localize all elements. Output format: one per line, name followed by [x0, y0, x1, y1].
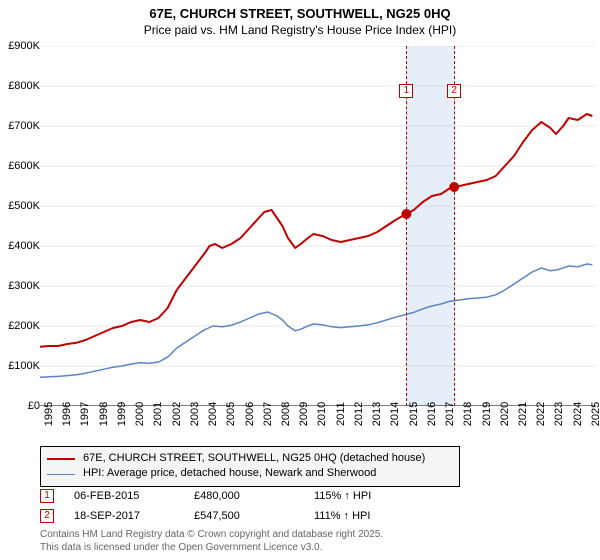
legend-item: 67E, CHURCH STREET, SOUTHWELL, NG25 0HQ … — [47, 451, 453, 466]
x-tick-label: 2016 — [426, 402, 438, 426]
x-tick-label: 2002 — [171, 402, 183, 426]
series-line — [40, 264, 592, 377]
x-tick-label: 2008 — [280, 402, 292, 426]
plot-area: £0£100K£200K£300K£400K£500K£600K£700K£80… — [40, 46, 596, 406]
annotation-line — [406, 46, 407, 406]
y-tick-label: £600K — [0, 160, 40, 172]
annotation-line — [454, 46, 455, 406]
y-tick-label: £0 — [0, 400, 40, 412]
row-marker: 2 — [40, 509, 54, 523]
x-tick-label: 2014 — [389, 402, 401, 426]
x-tick-label: 2024 — [572, 402, 584, 426]
x-tick-label: 2000 — [134, 402, 146, 426]
footnote-line-1: Contains HM Land Registry data © Crown c… — [40, 528, 383, 541]
x-tick-label: 2004 — [207, 402, 219, 426]
x-tick-label: 2012 — [353, 402, 365, 426]
x-tick-label: 1998 — [98, 402, 110, 426]
x-tick-label: 2022 — [535, 402, 547, 426]
table-row: 1 06-FEB-2015 £480,000 115% ↑ HPI — [40, 486, 404, 506]
y-tick-label: £400K — [0, 240, 40, 252]
x-tick-label: 2013 — [371, 402, 383, 426]
annotation-marker: 2 — [447, 84, 461, 98]
row-price: £547,500 — [194, 510, 294, 522]
x-tick-label: 2023 — [553, 402, 565, 426]
x-tick-label: 2018 — [462, 402, 474, 426]
annotation-marker: 1 — [399, 84, 413, 98]
x-tick-label: 2006 — [244, 402, 256, 426]
y-tick-label: £700K — [0, 120, 40, 132]
x-tick-label: 2003 — [189, 402, 201, 426]
y-tick-label: £300K — [0, 280, 40, 292]
x-tick-label: 2005 — [225, 402, 237, 426]
footnote: Contains HM Land Registry data © Crown c… — [40, 528, 383, 554]
x-tick-label: 2020 — [499, 402, 511, 426]
y-tick-label: £100K — [0, 360, 40, 372]
data-table: 1 06-FEB-2015 £480,000 115% ↑ HPI 2 18-SEP-20… — [40, 486, 404, 526]
y-tick-label: £900K — [0, 40, 40, 52]
footnote-line-2: This data is licensed under the Open Gov… — [40, 541, 383, 554]
y-tick-label: £500K — [0, 200, 40, 212]
x-tick-label: 1995 — [43, 402, 55, 426]
x-tick-label: 2007 — [262, 402, 274, 426]
row-date: 06-FEB-2015 — [74, 490, 174, 502]
x-tick-label: 2025 — [590, 402, 600, 426]
chart-title: 67E, CHURCH STREET, SOUTHWELL, NG25 0HQ — [0, 0, 600, 23]
y-tick-label: £200K — [0, 320, 40, 332]
x-tick-label: 2009 — [298, 402, 310, 426]
chart-container: 67E, CHURCH STREET, SOUTHWELL, NG25 0HQ … — [0, 0, 600, 560]
legend: 67E, CHURCH STREET, SOUTHWELL, NG25 0HQ … — [40, 446, 460, 487]
x-tick-label: 2010 — [316, 402, 328, 426]
legend-item: HPI: Average price, detached house, Newa… — [47, 466, 453, 481]
row-pct: 111% ↑ HPI — [314, 510, 404, 522]
x-tick-label: 2019 — [481, 402, 493, 426]
row-price: £480,000 — [194, 490, 294, 502]
x-tick-label: 1997 — [79, 402, 91, 426]
x-tick-label: 1999 — [116, 402, 128, 426]
chart-svg — [40, 46, 596, 406]
x-tick-label: 2011 — [335, 402, 347, 426]
row-date: 18-SEP-2017 — [74, 510, 174, 522]
x-tick-label: 2021 — [517, 402, 529, 426]
legend-label: 67E, CHURCH STREET, SOUTHWELL, NG25 0HQ … — [83, 451, 425, 466]
x-tick-label: 2015 — [408, 402, 420, 426]
series-line — [40, 114, 592, 347]
legend-label: HPI: Average price, detached house, Newa… — [83, 466, 376, 481]
chart-subtitle: Price paid vs. HM Land Registry's House … — [0, 23, 600, 41]
x-tick-label: 1996 — [61, 402, 73, 426]
legend-swatch — [47, 474, 75, 475]
y-tick-label: £800K — [0, 80, 40, 92]
table-row: 2 18-SEP-2017 £547,500 111% ↑ HPI — [40, 506, 404, 526]
row-pct: 115% ↑ HPI — [314, 490, 404, 502]
legend-swatch — [47, 458, 75, 460]
row-marker: 1 — [40, 489, 54, 503]
x-tick-label: 2001 — [152, 402, 164, 426]
